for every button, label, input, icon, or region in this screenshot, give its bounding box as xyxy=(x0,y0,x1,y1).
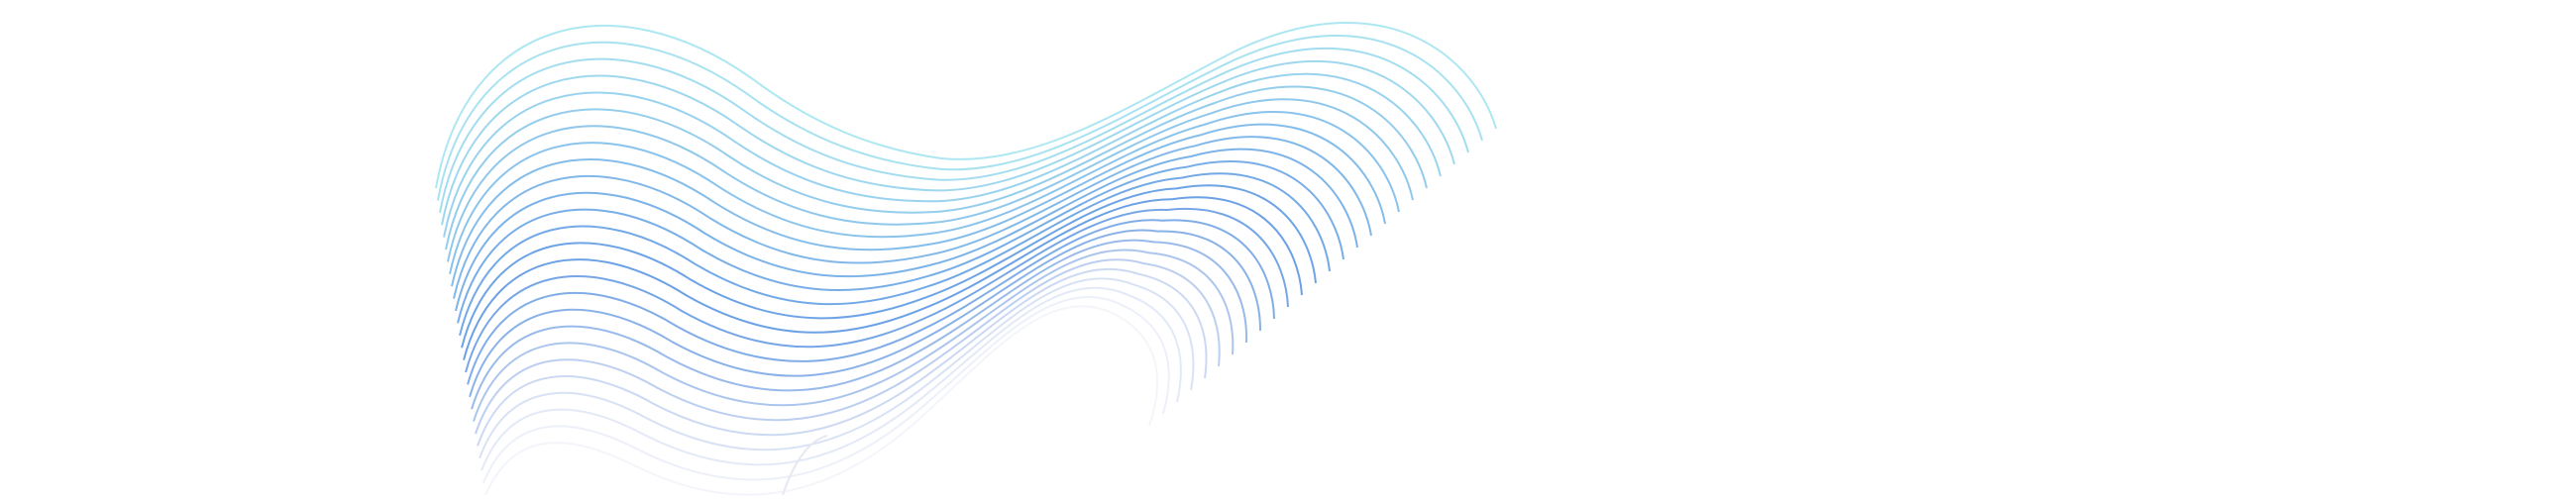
wave-line xyxy=(477,267,1208,447)
wave-line xyxy=(465,207,1289,373)
wave-line xyxy=(435,21,1497,189)
wave-line xyxy=(443,72,1442,238)
wave-line xyxy=(451,123,1386,287)
wave-line xyxy=(449,111,1400,275)
wave-line xyxy=(475,258,1221,435)
wave-line xyxy=(441,59,1455,226)
wave-line xyxy=(453,136,1372,299)
wave-line xyxy=(473,249,1234,422)
faint-accent-stroke xyxy=(782,435,828,496)
wave-line xyxy=(447,98,1414,262)
wave-line xyxy=(459,172,1331,337)
wave-line xyxy=(481,286,1182,471)
wave-line xyxy=(479,277,1195,459)
wave-line xyxy=(471,239,1248,410)
wave-line xyxy=(467,219,1275,385)
wave-line xyxy=(461,184,1317,349)
wave-line xyxy=(484,305,1159,496)
wave-line xyxy=(457,160,1344,324)
wave-line xyxy=(455,148,1358,312)
wave-line xyxy=(439,47,1469,213)
wave-line xyxy=(445,85,1428,250)
wave-line xyxy=(469,229,1262,398)
wave-line-group xyxy=(435,21,1497,496)
wave-line xyxy=(483,296,1170,483)
wave-line xyxy=(437,34,1483,201)
wave-line xyxy=(463,196,1303,360)
